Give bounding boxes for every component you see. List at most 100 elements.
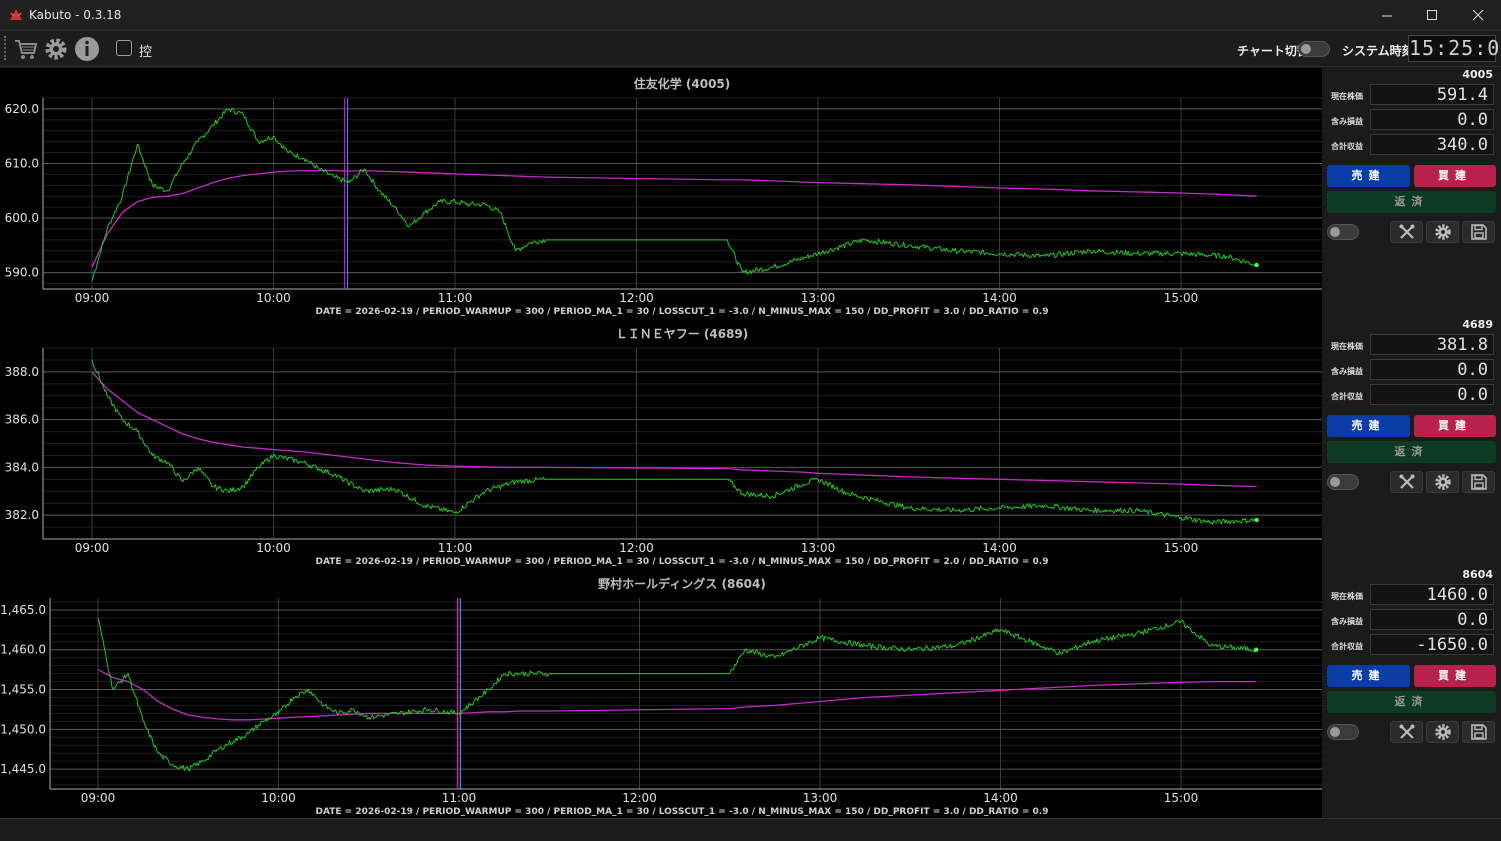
buy-button[interactable]: 買建 xyxy=(1414,165,1496,187)
maximize-button[interactable] xyxy=(1409,0,1455,31)
sell-button[interactable]: 売建 xyxy=(1327,165,1410,187)
latest-price-marker xyxy=(1254,517,1259,523)
stock-code: 4689 xyxy=(1462,318,1493,331)
y-tick-label: 384.0 xyxy=(5,460,39,474)
y-tick-label: 1,460.0 xyxy=(0,643,46,657)
chart-title: 住友化学 (4005) xyxy=(634,76,731,91)
save-button[interactable] xyxy=(1462,721,1495,743)
auto-trade-toggle[interactable] xyxy=(1327,224,1359,240)
status-bar xyxy=(0,818,1501,841)
save-icon xyxy=(1470,224,1487,240)
x-tick-label: 15:00 xyxy=(1164,541,1199,555)
current-price-label: 現在株価 xyxy=(1331,342,1363,351)
price-line xyxy=(91,359,1257,525)
x-tick-label: 14:00 xyxy=(982,291,1017,305)
y-tick-label: 388.0 xyxy=(5,365,39,379)
repay-button[interactable]: 返済 xyxy=(1327,441,1496,463)
settings-button[interactable] xyxy=(1426,471,1459,493)
maximize-icon xyxy=(1426,10,1437,20)
tools-button[interactable] xyxy=(1390,471,1423,493)
chart-8604: 1,445.0 1,450.0 1,455.0 1,460.0 1,465.0 09:00… xyxy=(0,576,1322,817)
chart-pane: 590.0 600.0 610.0 620.0 09:00 10:00 11:00 12:00… xyxy=(0,68,1322,818)
control-checkbox-label: 控 xyxy=(139,45,153,60)
stock-panel-4689: 4689 現在株価 381.8 含み損益 0.0 合計収益 0.0 売建 買建 返済 xyxy=(1322,318,1501,568)
x-tick-label: 12:00 xyxy=(619,541,654,555)
current-price-label: 現在株価 xyxy=(1331,92,1363,101)
x-tick-label: 13:00 xyxy=(801,541,836,555)
y-tick-label: 600.0 xyxy=(5,211,39,225)
auto-trade-toggle[interactable] xyxy=(1327,474,1359,490)
total-profit-label: 合計収益 xyxy=(1331,392,1363,401)
gear-icon[interactable] xyxy=(43,36,69,62)
sell-button[interactable]: 売建 xyxy=(1327,415,1410,437)
trading-side-panel: 4005 現在株価 591.4 含み損益 0.0 合計収益 340.0 売建 買建 返済 4689 現… xyxy=(1322,68,1501,818)
minimize-button[interactable] xyxy=(1364,0,1410,31)
charts-canvas: 590.0 600.0 610.0 620.0 09:00 10:00 11:00 12:00… xyxy=(0,76,1322,817)
latest-price-marker xyxy=(1254,262,1259,268)
x-tick-label: 11:00 xyxy=(442,791,477,805)
stock-panel-8604: 8604 現在株価 1460.0 含み損益 0.0 合計収益 -1650.0 売建 買建 返済 xyxy=(1322,568,1501,818)
system-time-display: 15:25:01 xyxy=(1408,35,1501,62)
auto-trade-toggle[interactable] xyxy=(1327,724,1359,740)
settings-button[interactable] xyxy=(1426,721,1459,743)
unrealized-pnl-label: 含み損益 xyxy=(1331,117,1363,126)
y-tick-label: 590.0 xyxy=(5,266,39,280)
tools-icon xyxy=(1399,724,1414,739)
toggle-knob xyxy=(1330,477,1340,487)
moving-average-line xyxy=(91,371,1257,488)
info-icon[interactable] xyxy=(74,36,100,62)
chart-switch-label: チャート切替 xyxy=(1237,44,1309,58)
current-price-value: 591.4 xyxy=(1370,84,1494,105)
chart-parameters-footer: DATE = 2026-02-19 / PERIOD_WARMUP = 300 … xyxy=(316,807,1049,817)
y-tick-label: 610.0 xyxy=(5,156,39,170)
moving-average-line xyxy=(97,669,1257,721)
current-price-label: 現在株価 xyxy=(1331,592,1363,601)
toolbar: 控 チャート切替 システム時刻 xyxy=(0,31,1501,67)
chart-switch-toggle[interactable] xyxy=(1298,41,1330,57)
chart-4005: 590.0 600.0 610.0 620.0 09:00 10:00 11:00 12:00… xyxy=(5,76,1322,317)
y-tick-label: 1,450.0 xyxy=(0,722,46,736)
window-title: Kabuto - 0.3.18 xyxy=(29,8,122,22)
stock-panel-4005: 4005 現在株価 591.4 含み損益 0.0 合計収益 340.0 売建 買建 返済 xyxy=(1322,68,1501,318)
total-profit-value: 0.0 xyxy=(1370,384,1494,405)
gear-icon xyxy=(1434,474,1451,490)
save-button[interactable] xyxy=(1462,221,1495,243)
total-profit-value: -1650.0 xyxy=(1370,634,1494,655)
y-tick-label: 1,445.0 xyxy=(0,762,46,776)
repay-button[interactable]: 返済 xyxy=(1327,191,1496,213)
price-line xyxy=(91,108,1257,281)
settings-button[interactable] xyxy=(1426,221,1459,243)
price-line xyxy=(97,617,1257,772)
gear-icon xyxy=(1434,224,1451,240)
buy-button[interactable]: 買建 xyxy=(1414,665,1496,687)
control-checkbox[interactable] xyxy=(116,40,132,56)
x-tick-label: 12:00 xyxy=(619,291,654,305)
total-profit-label: 合計収益 xyxy=(1331,642,1363,651)
title-bar: Kabuto - 0.3.18 xyxy=(0,0,1501,31)
toggle-knob xyxy=(1330,227,1340,237)
cart-icon[interactable] xyxy=(13,36,39,62)
toggle-knob xyxy=(1330,727,1340,737)
moving-average-line xyxy=(91,169,1257,268)
stock-code: 4005 xyxy=(1462,68,1493,81)
current-price-value: 1460.0 xyxy=(1370,584,1494,605)
tools-button[interactable] xyxy=(1390,721,1423,743)
tools-button[interactable] xyxy=(1390,221,1423,243)
repay-button[interactable]: 返済 xyxy=(1327,691,1496,713)
current-price-value: 381.8 xyxy=(1370,334,1494,355)
x-tick-label: 09:00 xyxy=(75,541,110,555)
x-tick-label: 15:00 xyxy=(1164,291,1199,305)
x-tick-label: 09:00 xyxy=(81,791,116,805)
total-profit-label: 合計収益 xyxy=(1331,142,1363,151)
toolbar-grip[interactable] xyxy=(4,36,7,60)
y-tick-label: 386.0 xyxy=(5,413,39,427)
gear-icon xyxy=(1434,724,1451,740)
save-button[interactable] xyxy=(1462,471,1495,493)
close-window-button[interactable] xyxy=(1455,0,1501,31)
sell-button[interactable]: 売建 xyxy=(1327,665,1410,687)
buy-button[interactable]: 買建 xyxy=(1414,415,1496,437)
y-tick-label: 1,455.0 xyxy=(0,683,46,697)
x-tick-label: 11:00 xyxy=(438,291,473,305)
unrealized-pnl-value: 0.0 xyxy=(1370,609,1494,630)
chart-parameters-footer: DATE = 2026-02-19 / PERIOD_WARMUP = 300 … xyxy=(316,307,1049,317)
